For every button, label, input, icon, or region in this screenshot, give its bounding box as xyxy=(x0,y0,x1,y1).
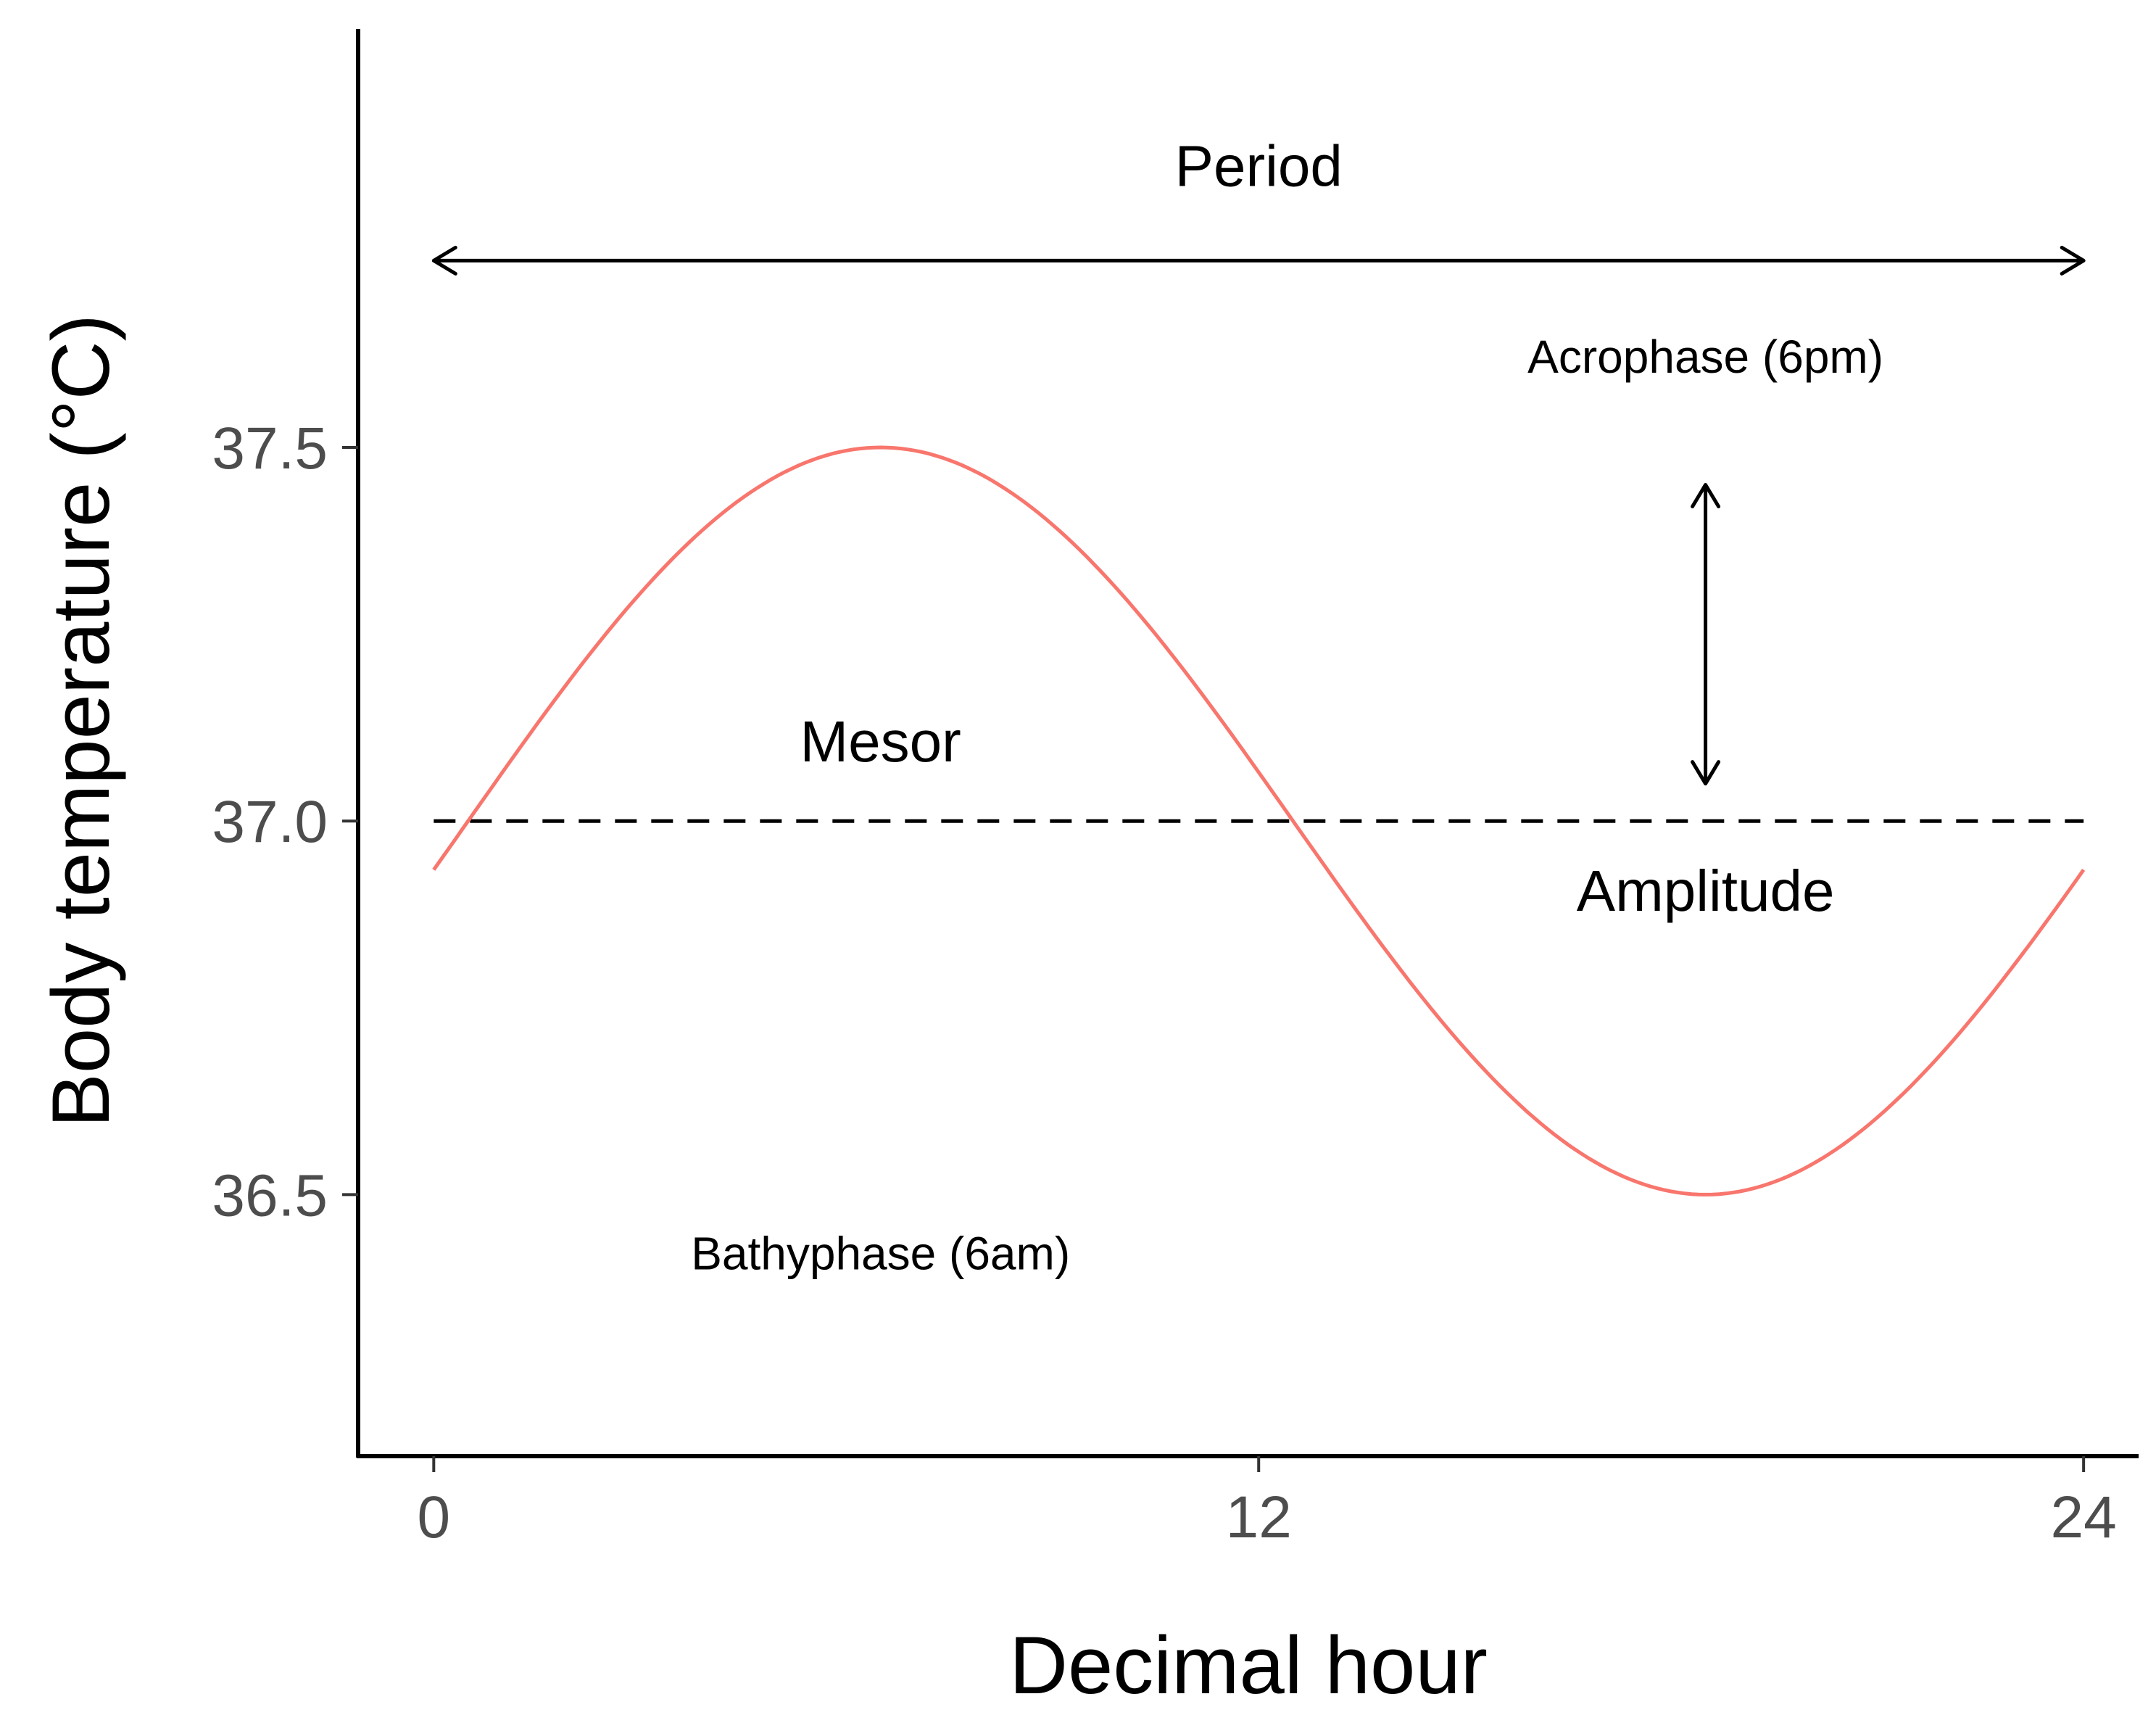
annotations: Period Acrophase (6pm) Mesor Amplitude Bathy… xyxy=(431,133,2086,1279)
amplitude-label: Amplitude xyxy=(1577,859,1835,923)
bathyphase-label: Bathyphase (6am) xyxy=(691,1227,1070,1279)
plot-area xyxy=(432,445,2086,1197)
y-tick-label: 36.5 xyxy=(212,1162,328,1228)
axes: 0 12 24 36.5 37.0 37.5 xyxy=(212,29,2139,1550)
amplitude-arrow-head-start xyxy=(1691,483,1721,509)
y-tick-label: 37.0 xyxy=(212,789,328,855)
acrophase-label: Acrophase (6pm) xyxy=(1527,331,1883,383)
period-arrow-head-start xyxy=(431,245,457,276)
y-axis-title: Body temperature (°C) xyxy=(36,314,126,1128)
x-tick-label: 0 xyxy=(418,1484,451,1550)
x-tick-label: 24 xyxy=(2051,1484,2117,1550)
y-tick-label: 37.5 xyxy=(212,416,328,482)
x-axis-title: Decimal hour xyxy=(1009,1620,1488,1711)
temperature-curve xyxy=(432,445,2086,1197)
amplitude-arrow xyxy=(1691,483,1721,786)
period-arrow xyxy=(431,245,2086,276)
period-label: Period xyxy=(1175,133,1343,198)
mesor-label: Mesor xyxy=(800,709,961,774)
x-tick-label: 12 xyxy=(1226,1484,1292,1550)
period-arrow-head-end xyxy=(2060,245,2086,276)
amplitude-arrow-head-end xyxy=(1691,760,1721,786)
